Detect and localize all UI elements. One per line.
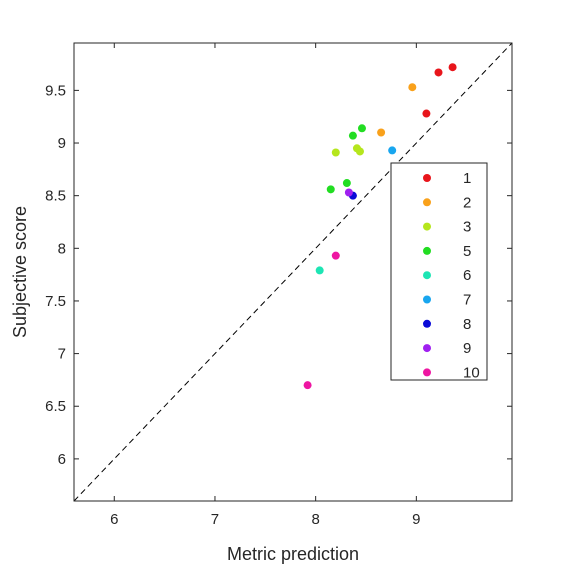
data-point-series-1	[422, 109, 431, 118]
legend-marker-6	[423, 271, 431, 280]
y-tick-label: 6.5	[45, 398, 66, 415]
legend-marker-3	[423, 222, 431, 231]
data-point-series-5	[348, 131, 357, 140]
legend: 1 2 3 5 6 7 8 9 10	[390, 162, 488, 381]
legend-marker-1	[423, 174, 431, 182]
data-point-series-1	[448, 63, 457, 72]
data-point-series-5	[342, 179, 351, 188]
legend-marker-2	[423, 198, 431, 207]
y-tick-label: 9.5	[45, 82, 66, 99]
x-tick-label: 9	[412, 511, 420, 528]
data-point-series-3	[331, 148, 340, 157]
data-points-layer	[303, 63, 457, 390]
legend-marker-8	[423, 319, 431, 328]
y-tick-label: 6	[58, 451, 66, 468]
y-tick-label: 8	[58, 240, 66, 257]
legend-label-6: 6	[463, 267, 471, 284]
data-point-series-10	[303, 381, 312, 390]
legend-marker-7	[423, 295, 431, 304]
y-tick-label: 7	[58, 346, 66, 363]
data-point-series-10	[331, 251, 340, 260]
y-tick-label: 9	[58, 135, 66, 152]
y-axis-label: Subjective score	[10, 206, 30, 338]
legend-label-2: 2	[463, 194, 471, 211]
legend-label-9: 9	[463, 340, 471, 357]
legend-marker-5	[423, 246, 431, 255]
x-tick-label: 8	[311, 511, 319, 528]
y-tick-label: 8.5	[45, 188, 66, 205]
legend-box	[390, 162, 488, 381]
y-tick-label: 7.5	[45, 293, 66, 310]
data-point-series-7	[388, 146, 397, 155]
x-axis-label: Metric prediction	[227, 544, 359, 564]
data-point-series-1	[434, 68, 443, 77]
plot-frame	[73, 42, 513, 502]
x-axis-ticks: 6 7 8 9	[110, 43, 421, 528]
data-point-series-2	[408, 83, 417, 92]
legend-label-5: 5	[463, 243, 471, 260]
y-axis-ticks: 6 6.5 7 7.5 8 8.5 9 9.5	[45, 82, 512, 468]
x-tick-label: 6	[110, 511, 118, 528]
legend-label-3: 3	[463, 219, 471, 236]
data-point-series-6	[315, 266, 324, 275]
legend-marker-9	[423, 344, 431, 353]
legend-label-7: 7	[463, 292, 471, 309]
data-point-series-3	[355, 147, 364, 156]
identity-line-layer	[73, 42, 513, 502]
legend-label-10: 10	[463, 364, 480, 381]
legend-label-8: 8	[463, 316, 471, 333]
legend-marker-10	[423, 368, 431, 377]
identity-reference-line	[73, 42, 513, 502]
data-point-series-2	[377, 128, 386, 137]
legend-label-1: 1	[463, 170, 471, 187]
x-tick-label: 7	[211, 511, 219, 528]
data-point-series-5	[357, 124, 366, 133]
data-point-series-9	[344, 188, 353, 197]
data-point-series-5	[326, 185, 335, 194]
